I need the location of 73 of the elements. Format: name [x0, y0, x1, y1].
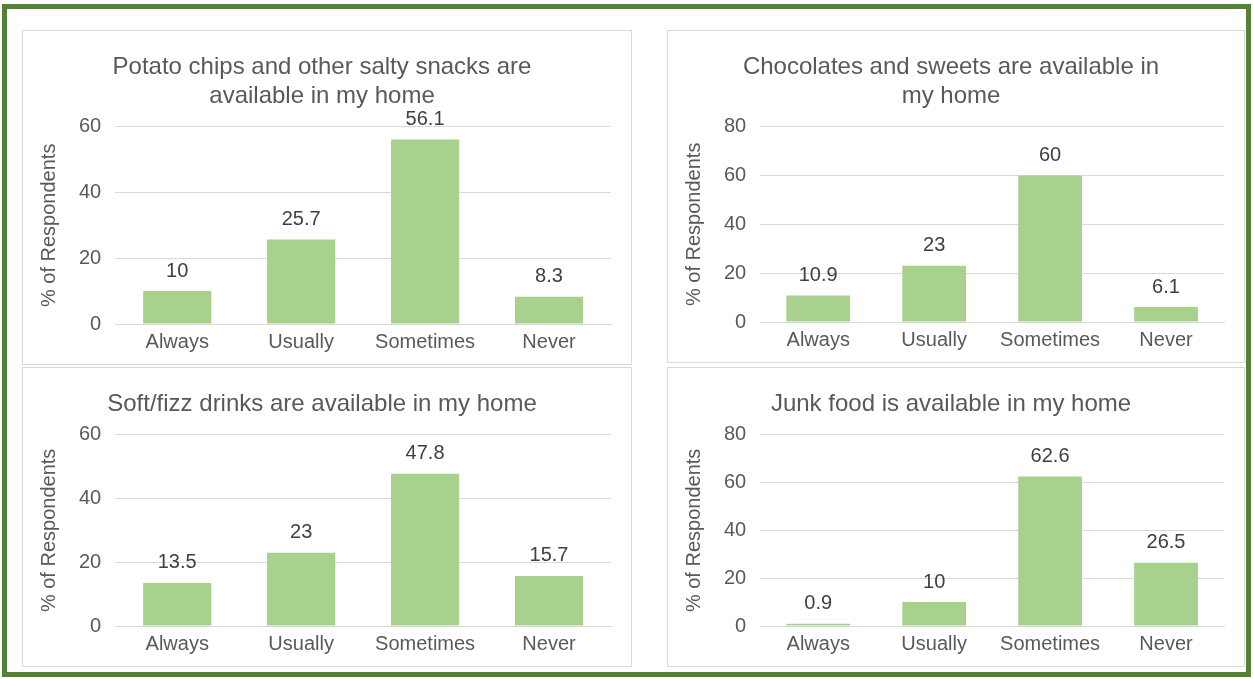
x-tick-label: Never [522, 329, 577, 352]
y-tick-label: 40 [724, 517, 747, 540]
data-label: 62.6 [1030, 443, 1070, 466]
y-tick-label: 60 [724, 162, 747, 185]
data-label: 26.5 [1146, 530, 1186, 553]
data-label: 10 [923, 569, 946, 592]
y-axis-title: % of Respondents [681, 448, 704, 613]
bar [786, 295, 851, 322]
bar [902, 265, 967, 322]
data-label: 25.7 [281, 206, 321, 229]
data-label: 56.1 [405, 106, 445, 129]
chart-title: Chocolates and sweets are available in my home [742, 52, 1160, 108]
bar [391, 473, 460, 626]
y-tick-label: 80 [724, 114, 747, 137]
x-tick-label: Always [145, 329, 209, 352]
y-tick-label: 40 [79, 179, 102, 202]
bar [267, 239, 336, 324]
x-tick-label: Usually [901, 327, 967, 350]
x-tick-label: Never [522, 631, 577, 654]
x-tick-label: Never [1139, 631, 1194, 654]
data-label: 47.8 [405, 441, 445, 464]
bar [267, 552, 336, 626]
bar [1134, 562, 1198, 626]
x-tick-label: Always [786, 631, 850, 654]
data-label: 23 [290, 520, 313, 543]
bar [391, 139, 460, 324]
y-tick-label: 0 [90, 311, 102, 334]
bar [1018, 476, 1082, 626]
y-tick-label: 0 [735, 309, 747, 332]
x-tick-label: Never [1139, 327, 1194, 350]
x-tick-label: Sometimes [375, 631, 476, 654]
x-tick-label: Usually [268, 631, 334, 654]
bar [902, 602, 967, 626]
x-tick-label: Sometimes [375, 329, 476, 352]
y-tick-label: 20 [79, 245, 102, 268]
bar [514, 575, 584, 626]
y-axis-title: % of Respondents [681, 142, 704, 307]
chart-title: Potato chips and other salty snacks are available in my home [112, 52, 532, 108]
data-label: 10.9 [798, 262, 838, 285]
x-tick-label: Always [145, 631, 209, 654]
y-tick-label: 20 [724, 565, 747, 588]
y-tick-label: 0 [735, 613, 747, 636]
data-label: 15.7 [529, 543, 569, 566]
y-tick-label: 40 [724, 211, 747, 234]
y-tick-label: 60 [79, 114, 102, 137]
x-tick-label: Usually [901, 631, 967, 654]
y-tick-label: 0 [90, 613, 102, 636]
bar [143, 291, 212, 324]
bar [143, 582, 212, 626]
x-tick-label: Usually [268, 329, 334, 352]
data-label: 13.5 [157, 550, 197, 573]
bar [514, 296, 584, 324]
data-label: 60 [1038, 142, 1062, 165]
bar [1134, 307, 1198, 322]
data-label: 8.3 [535, 264, 563, 287]
y-tick-label: 80 [724, 422, 747, 445]
chart-title: Junk food is available in my home [770, 389, 1132, 417]
y-tick-label: 60 [724, 470, 747, 493]
y-axis-title: % of Respondents [36, 143, 59, 308]
x-tick-label: Always [786, 327, 850, 350]
y-tick-label: 20 [79, 549, 102, 572]
y-tick-label: 40 [79, 486, 102, 509]
data-label: 6.1 [1152, 274, 1180, 297]
x-tick-label: Sometimes [1000, 631, 1101, 654]
data-label: 0.9 [804, 591, 833, 614]
bar [1018, 175, 1082, 322]
data-label: 10 [166, 258, 189, 281]
y-axis-title: % of Respondents [36, 448, 59, 613]
x-tick-label: Sometimes [1000, 327, 1101, 350]
data-label: 23 [923, 233, 946, 256]
chart-title: Soft/fizz drinks are available in my home [107, 389, 537, 417]
y-tick-label: 60 [79, 422, 102, 445]
y-tick-label: 20 [724, 260, 747, 283]
